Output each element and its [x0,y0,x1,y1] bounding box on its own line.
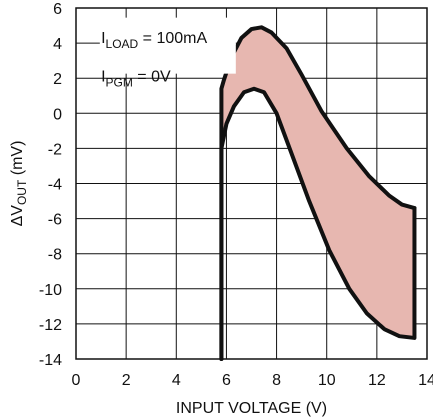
x-tick-label: 0 [72,372,81,389]
area-layer [221,27,415,338]
x-tick-label: 12 [368,372,386,389]
x-tick-label: 8 [272,372,281,389]
y-tick-label: -6 [48,212,62,229]
data-band-fill [221,27,415,338]
x-tick-label: 2 [122,372,131,389]
y-tick-label: -8 [48,247,62,264]
x-tick-label: 6 [222,372,231,389]
axis-layer: INPUT VOLTAGE (V) ΔVOUT (mV) [9,141,327,417]
y-tick-label: 4 [53,36,62,53]
y-tick-label: -4 [48,177,62,194]
y-axis-title: ΔVOUT (mV) [9,141,29,227]
y-tick-label: 2 [53,71,62,88]
annotation-background [99,17,236,74]
annotation-line-2: IPGM = 0V [101,69,171,90]
x-axis-title: INPUT VOLTAGE (V) [176,400,327,417]
legend-layer: ILOAD = 100mA IPGM = 0V [99,17,236,90]
series-line-lower [219,86,417,361]
x-tick-label: 4 [172,372,181,389]
x-tick-label: 14 [418,372,433,389]
x-tick-label: 10 [318,372,336,389]
y-tick-label: -10 [39,282,62,299]
y-tick-label: -12 [39,317,62,334]
annotation-line-1: ILOAD = 100mA [101,30,207,51]
y-tick-label: 6 [53,1,62,18]
y-tick-label: 0 [53,106,62,123]
y-tick-label: -14 [39,352,62,369]
tick-layer: 0 2 4 6 8 10 12 14 6 4 2 0 -2 -4 -6 -8 -10 -12 -14 [39,1,433,389]
y-tick-label: -2 [48,141,62,158]
